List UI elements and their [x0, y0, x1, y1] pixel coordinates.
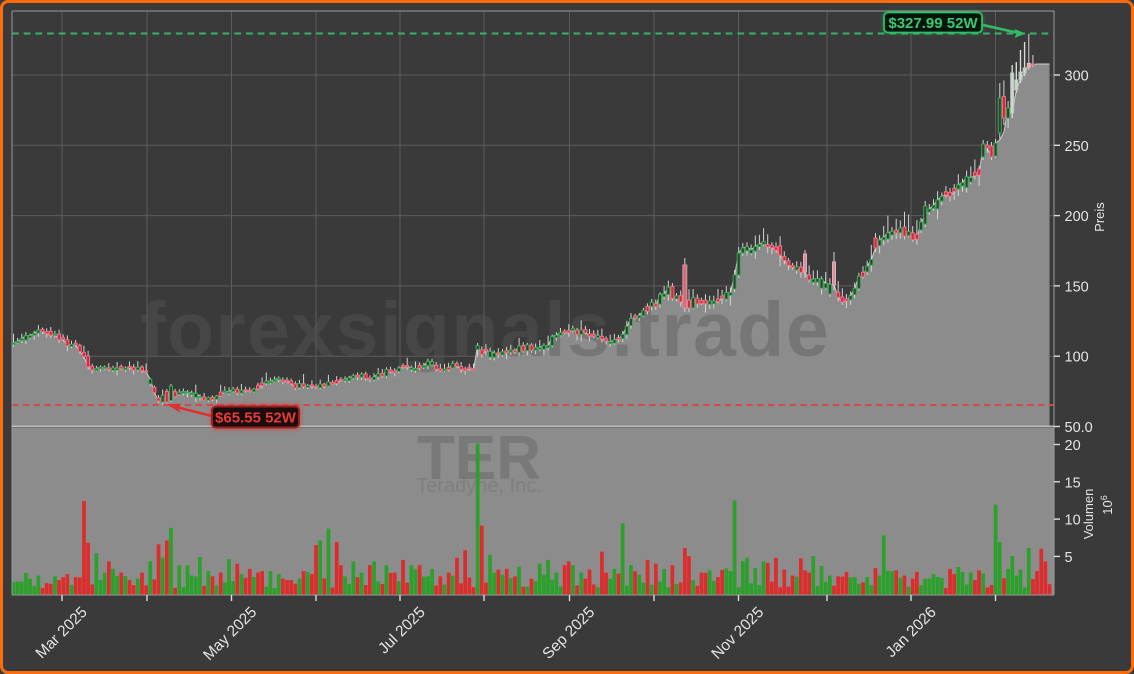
svg-text:$327.99 52W: $327.99 52W: [888, 15, 978, 32]
svg-text:$65.55 52W: $65.55 52W: [215, 410, 297, 427]
svg-text:50.0: 50.0: [1065, 420, 1093, 436]
svg-text:200: 200: [1065, 209, 1089, 225]
svg-text:15: 15: [1065, 475, 1081, 491]
svg-text:5: 5: [1065, 550, 1073, 566]
svg-text:100: 100: [1065, 350, 1089, 366]
svg-text:Volumen: Volumen: [1081, 489, 1096, 540]
svg-text:20: 20: [1065, 438, 1081, 454]
svg-text:10: 10: [1065, 513, 1081, 529]
svg-text:250: 250: [1065, 139, 1089, 155]
svg-text:150: 150: [1065, 279, 1089, 295]
svg-text:Preis: Preis: [1092, 202, 1107, 232]
svg-text:300: 300: [1065, 69, 1089, 85]
